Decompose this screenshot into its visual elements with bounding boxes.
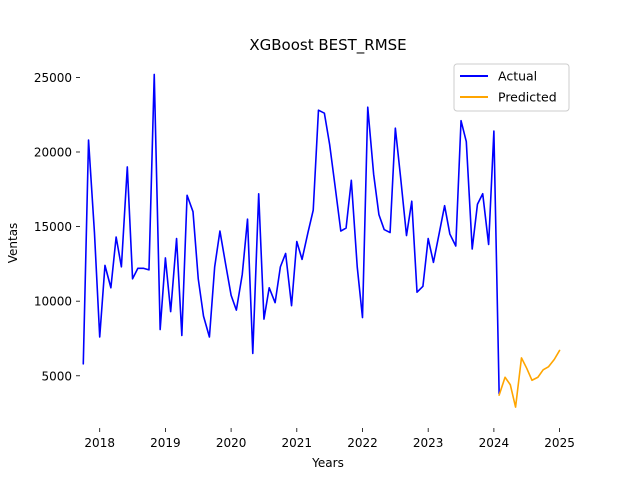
y-tick-label: 5000	[41, 369, 72, 383]
x-tick-label: 2020	[216, 436, 247, 450]
series-line-predicted	[498, 349, 561, 408]
x-axis-ticks: 2018 2019 2020 2021 2022 2023 2024 2025	[84, 428, 575, 450]
chart-title: XGBoost BEST_RMSE	[249, 36, 406, 55]
y-axis-ticks: 5000 10000 15000 20000 25000	[34, 71, 80, 383]
y-tick-label: 15000	[34, 220, 72, 234]
x-tick-label: 2025	[544, 436, 575, 450]
x-tick-label: 2021	[282, 436, 313, 450]
x-tick-label: 2019	[150, 436, 181, 450]
x-tick-label: 2022	[347, 436, 378, 450]
x-axis-label: Years	[311, 456, 344, 470]
y-tick-label: 10000	[34, 295, 72, 309]
x-tick-label: 2024	[479, 436, 510, 450]
series-line-actual	[82, 73, 500, 395]
y-tick-label: 25000	[34, 71, 72, 85]
x-tick-label: 2018	[84, 436, 115, 450]
x-tick-label: 2023	[413, 436, 444, 450]
legend-label-predicted: Predicted	[498, 90, 557, 105]
legend-label-actual: Actual	[498, 69, 537, 84]
y-tick-label: 20000	[34, 145, 72, 159]
legend: Actual Predicted	[453, 63, 570, 112]
plot-area	[82, 73, 561, 408]
y-axis-label: Ventas	[6, 223, 20, 264]
